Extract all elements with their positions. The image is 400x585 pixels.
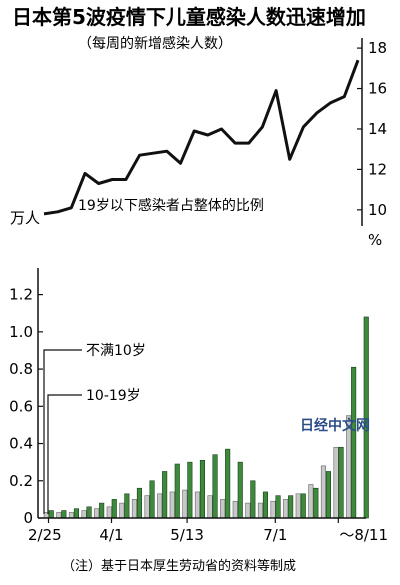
bar-teens	[182, 489, 188, 519]
bar-teens	[283, 499, 289, 519]
bar-teens	[295, 493, 301, 519]
bar-teens	[245, 502, 251, 519]
bar-under10	[48, 510, 54, 519]
left-tick-label: 0.6	[9, 397, 33, 415]
bar-teens	[270, 500, 276, 519]
bar-teens	[333, 446, 339, 519]
x-tick-label: 2/25	[28, 526, 62, 544]
bar-teens	[320, 465, 327, 519]
bar-under10	[212, 454, 218, 519]
bar-teens	[194, 491, 200, 519]
bar-under10	[225, 448, 231, 519]
bar-under10	[99, 502, 105, 519]
bar-under10	[288, 495, 294, 519]
bar-under10	[300, 493, 306, 519]
source-note: （注）基于日本厚生劳动省的资料等制成	[62, 558, 296, 574]
bar-teens	[119, 502, 125, 519]
under10-label: 不满10岁	[86, 343, 146, 359]
bar-under10	[363, 316, 369, 519]
left-axis-unit: 万人	[10, 209, 40, 227]
bar-under10	[174, 463, 180, 519]
left-tick-label: 0	[23, 509, 33, 527]
bar-teens	[157, 493, 163, 519]
bar-under10	[136, 487, 142, 519]
bar-teens	[308, 484, 314, 519]
right-tick-label: 12	[368, 160, 387, 178]
bar-under10	[262, 491, 269, 519]
left-tick-label: 1.0	[9, 323, 33, 341]
bar-teens	[232, 500, 238, 519]
right-axis-unit: %	[368, 231, 382, 249]
bar-teens	[131, 499, 137, 519]
left-tick-label: 0.8	[9, 360, 33, 378]
x-tick-label: 4/1	[99, 526, 123, 544]
bar-under10	[237, 461, 243, 519]
right-tick-label: 14	[368, 120, 387, 138]
x-tick-label: 5/13	[170, 526, 204, 544]
bar-teens	[94, 508, 100, 519]
chart-subtitle: （每周的新增感染人数）	[78, 35, 232, 52]
bar-teens	[81, 510, 87, 519]
bar-teens	[207, 495, 213, 519]
right-tick-label: 16	[368, 80, 387, 98]
right-tick-label: 10	[368, 201, 387, 219]
bar-teens	[257, 502, 264, 519]
right-axis: 10 12 14 16 18 %	[357, 38, 387, 249]
bar-under10	[275, 495, 281, 519]
left-tick-label: 1.2	[9, 286, 33, 304]
bar-teens	[169, 491, 175, 519]
bar-under10	[111, 499, 117, 519]
bar-under10	[338, 446, 344, 519]
bar-under10	[187, 461, 193, 519]
bar-under10	[86, 506, 92, 519]
right-tick-label: 18	[368, 39, 387, 57]
x-tick-label: 7/1	[263, 526, 287, 544]
ratio-series-line	[43, 59, 360, 216]
left-tick-label: 0.2	[9, 472, 33, 490]
x-axis-ticks: 2/25 4/1 5/13 7/1 ～8/11	[28, 518, 388, 544]
bar-under10	[162, 471, 168, 519]
teens-leader	[47, 394, 82, 514]
watermark-text: 日经中文网	[300, 417, 370, 434]
left-axis: 0 0.2 0.4 0.6 0.8 1.0 1.2	[9, 268, 43, 527]
chart-title: 日本第5波疫情下儿童感染人数迅速增加	[12, 5, 366, 29]
teens-label: 10-19岁	[86, 388, 141, 404]
bar-group	[43, 316, 369, 519]
bar-teens	[56, 512, 62, 519]
bar-under10	[250, 480, 256, 519]
bar-teens	[106, 506, 112, 519]
bar-under10	[351, 366, 357, 519]
under10-leader	[43, 349, 82, 514]
bar-under10	[124, 493, 130, 519]
bar-under10	[73, 508, 79, 519]
bar-teens	[68, 512, 74, 519]
bar-under10	[313, 487, 319, 519]
right-axis-ticks: 10 12 14 16 18	[357, 39, 387, 219]
bar-teens	[220, 499, 226, 519]
bar-teens	[144, 495, 150, 519]
bar-under10	[149, 480, 155, 519]
ratio-series-label: 19岁以下感染者占整体的比例	[78, 197, 264, 214]
bar-under10	[199, 459, 205, 519]
left-tick-label: 0.4	[9, 435, 33, 453]
bar-under10	[61, 510, 67, 519]
x-tick-label: ～8/11	[339, 526, 388, 544]
left-axis-ticks: 0 0.2 0.4 0.6 0.8 1.0 1.2	[9, 286, 43, 527]
bar-under10	[325, 471, 332, 519]
